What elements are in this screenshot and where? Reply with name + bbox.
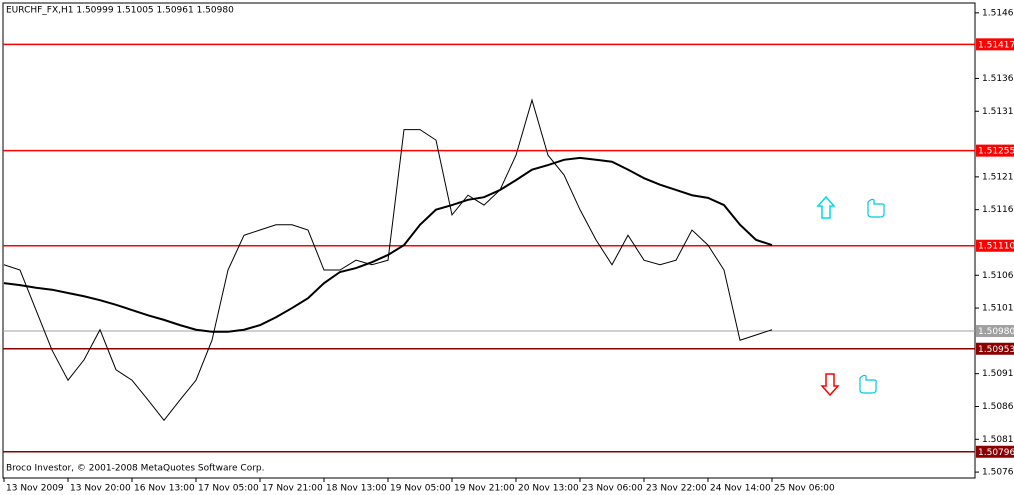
x-tick-label: 23 Nov 22:00 <box>646 484 707 494</box>
x-tick-label: 18 Nov 13:00 <box>326 484 387 494</box>
thumb-up-icon <box>867 198 885 218</box>
level-label-box <box>976 38 1014 51</box>
level-label-box <box>976 325 1014 338</box>
y-tick-label: 1.51065 <box>982 271 1014 281</box>
x-tick-label: 23 Nov 06:00 <box>582 484 643 494</box>
x-tick-label: 17 Nov 05:00 <box>198 484 259 494</box>
level-label: 1.50796 <box>978 448 1014 458</box>
level-label: 1.50953 <box>978 345 1014 355</box>
level-label-box <box>976 144 1014 157</box>
up-arrow <box>816 195 836 219</box>
x-tick-label: 13 Nov 20:00 <box>70 484 131 494</box>
price-line <box>3 98 773 422</box>
y-tick-label: 1.51215 <box>982 172 1014 182</box>
x-tick-label: 20 Nov 13:00 <box>518 484 579 494</box>
x-tick-label: 16 Nov 13:00 <box>134 484 195 494</box>
level-label-box <box>976 445 1014 458</box>
y-tick-label: 1.50865 <box>982 402 1014 412</box>
x-tick-label: 17 Nov 21:00 <box>262 484 323 494</box>
y-tick-label: 1.51465 <box>982 8 1014 18</box>
down-arrow <box>820 373 840 397</box>
level-label: 1.50980 <box>978 327 1014 337</box>
x-tick-label: 25 Nov 06:00 <box>774 484 835 494</box>
y-tick-label: 1.51165 <box>982 205 1014 215</box>
copyright: Broco Investor, © 2001-2008 MetaQuotes S… <box>6 464 265 474</box>
x-tick-label: 13 Nov 2009 <box>6 484 64 494</box>
y-tick-label: 1.51315 <box>982 107 1014 117</box>
y-tick-label: 1.51365 <box>982 74 1014 84</box>
y-tick-label: 1.50765 <box>982 468 1014 478</box>
level-label: 1.51417 <box>978 40 1014 50</box>
level-label: 1.51110 <box>978 242 1014 252</box>
x-tick-label: 19 Nov 21:00 <box>454 484 515 494</box>
x-tick-label: 19 Nov 05:00 <box>390 484 451 494</box>
y-tick-label: 1.50815 <box>982 435 1014 445</box>
thumb-icon <box>859 374 877 394</box>
price-line <box>3 156 773 333</box>
plot-frame <box>2 2 976 479</box>
chart-title: EURCHF_FX,H1 1.50999 1.51005 1.50961 1.5… <box>6 6 234 16</box>
y-tick-label: 1.51015 <box>982 304 1014 314</box>
y-tick-label: 1.50915 <box>982 369 1014 379</box>
x-tick-label: 24 Nov 14:00 <box>710 484 771 494</box>
level-label: 1.51255 <box>978 147 1014 157</box>
level-label-box <box>976 239 1014 252</box>
level-label-box <box>976 342 1014 355</box>
